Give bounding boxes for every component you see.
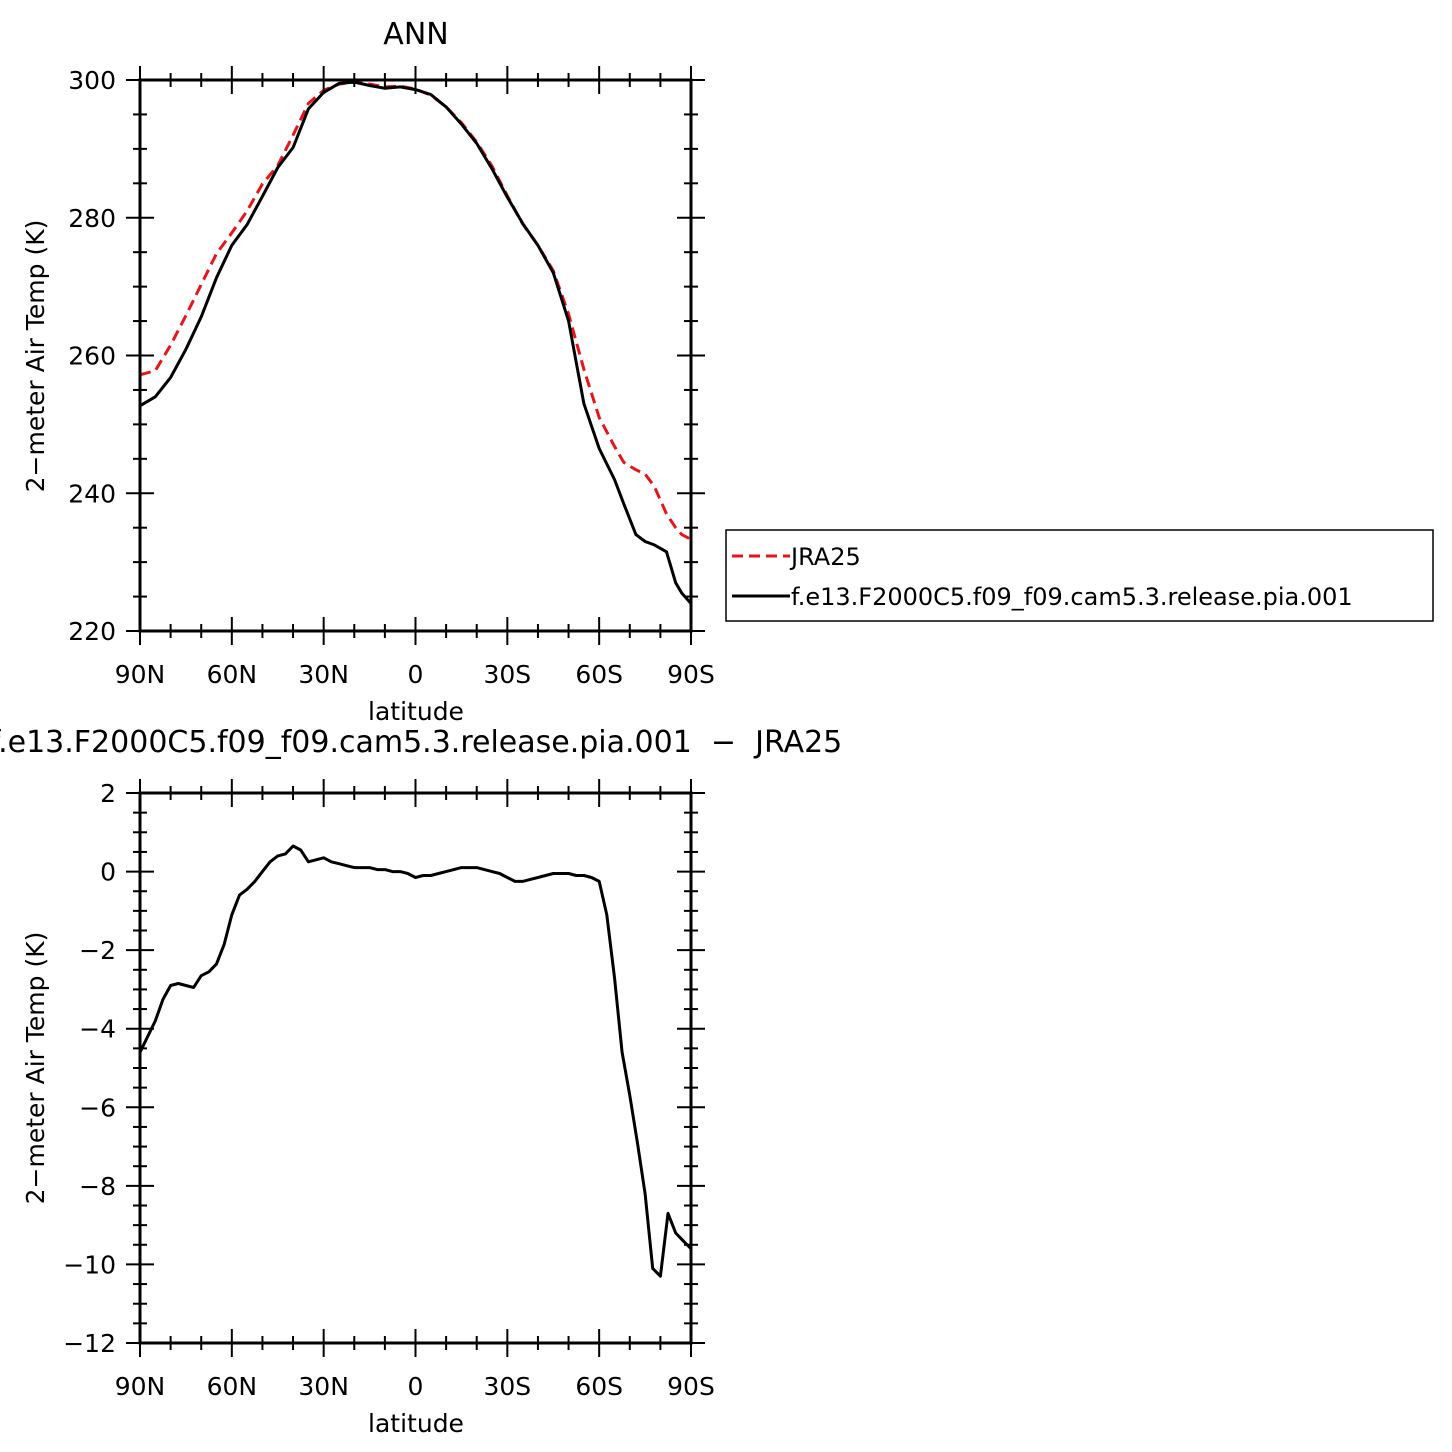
x-axis-label: latitude xyxy=(368,697,464,726)
x-tick-label: 0 xyxy=(408,660,424,689)
y-tick-label: 220 xyxy=(68,617,116,646)
axis-ticks xyxy=(126,779,705,1357)
y-tick-label: −12 xyxy=(63,1329,116,1358)
series-lines xyxy=(140,80,691,605)
x-tick-label: 60N xyxy=(207,660,258,689)
x-tick-label: 90N xyxy=(115,660,166,689)
x-tick-label: 30N xyxy=(298,660,349,689)
x-tick-labels: 90N 60N 30N 0 30S 60S 90S xyxy=(115,660,715,689)
y-tick-labels: 220 240 260 280 300 xyxy=(68,66,116,646)
y-tick-label: 240 xyxy=(68,479,116,508)
y-tick-label: −6 xyxy=(79,1093,116,1122)
difference-chart-title: f.e13.F2000C5.f09_f09.cam5.3.release.pia… xyxy=(0,725,842,760)
y-tick-label: −2 xyxy=(79,936,116,965)
x-tick-label: 90S xyxy=(667,660,715,689)
x-tick-label: 60N xyxy=(207,1372,258,1401)
y-tick-label: 300 xyxy=(68,66,116,95)
legend-label-jra25: JRA25 xyxy=(789,543,861,571)
x-tick-label: 90N xyxy=(115,1372,166,1401)
y-tick-labels: −12 −10 −8 −6 −4 −2 0 2 xyxy=(63,779,116,1358)
panel-bottom-chart: f.e13.F2000C5.f09_f09.cam5.3.release.pia… xyxy=(0,725,842,1438)
x-tick-label: 60S xyxy=(575,1372,623,1401)
y-axis-label: 2−meter Air Temp (K) xyxy=(21,220,50,493)
y-tick-label: 2 xyxy=(100,779,116,808)
x-tick-label: 30S xyxy=(483,660,531,689)
y-tick-label: 260 xyxy=(68,342,116,371)
x-tick-labels: 90N 60N 30N 0 30S 60S 90S xyxy=(115,1372,715,1401)
y-axis-label: 2−meter Air Temp (K) xyxy=(21,932,50,1205)
y-tick-label: −4 xyxy=(79,1015,116,1044)
plot-frame xyxy=(138,791,693,1345)
legend: JRA25 f.e13.F2000C5.f09_f09.cam5.3.relea… xyxy=(725,529,1434,622)
axis-ticks xyxy=(126,66,705,645)
x-tick-label: 60S xyxy=(575,660,623,689)
series-line-1 xyxy=(140,80,691,605)
legend-box xyxy=(725,529,1434,622)
x-tick-label: 30S xyxy=(483,1372,531,1401)
plot-frame xyxy=(138,78,693,633)
y-tick-label: 0 xyxy=(100,858,116,887)
series-line-0 xyxy=(140,80,691,541)
x-tick-label: 0 xyxy=(408,1372,424,1401)
chart-title: ANN xyxy=(383,17,448,52)
series-line-0 xyxy=(140,844,691,1278)
y-tick-label: −8 xyxy=(79,1172,116,1201)
y-tick-label: −10 xyxy=(63,1250,116,1279)
series-lines xyxy=(140,844,691,1278)
y-tick-label: 280 xyxy=(68,204,116,233)
x-tick-label: 30N xyxy=(298,1372,349,1401)
x-axis-label: latitude xyxy=(368,1409,464,1438)
legend-label-model: f.e13.F2000C5.f09_f09.cam5.3.release.pia… xyxy=(791,583,1353,611)
x-tick-label: 90S xyxy=(667,1372,715,1401)
